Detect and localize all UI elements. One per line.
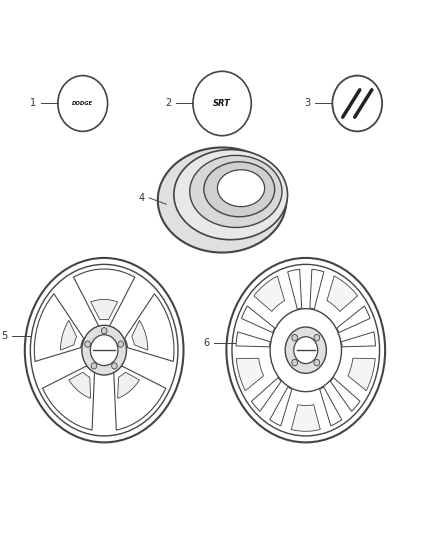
Ellipse shape [292, 359, 297, 366]
Polygon shape [74, 269, 135, 327]
Polygon shape [132, 320, 148, 350]
Polygon shape [337, 306, 370, 333]
Polygon shape [291, 405, 320, 431]
Ellipse shape [332, 76, 382, 131]
Ellipse shape [217, 170, 265, 207]
Polygon shape [251, 378, 281, 411]
Polygon shape [241, 306, 275, 333]
Text: 2: 2 [165, 99, 172, 109]
Text: 1: 1 [30, 99, 36, 109]
Polygon shape [69, 372, 91, 398]
Ellipse shape [101, 328, 107, 334]
Polygon shape [42, 366, 95, 430]
Polygon shape [34, 294, 84, 361]
Ellipse shape [270, 309, 342, 392]
Polygon shape [327, 276, 358, 311]
Ellipse shape [91, 363, 97, 369]
Polygon shape [114, 366, 166, 430]
Polygon shape [330, 378, 360, 411]
Polygon shape [310, 269, 324, 309]
Polygon shape [270, 387, 292, 426]
Ellipse shape [314, 335, 320, 341]
Ellipse shape [232, 264, 380, 436]
Ellipse shape [226, 258, 385, 442]
Polygon shape [320, 387, 342, 426]
Ellipse shape [85, 341, 90, 348]
Text: DODGE: DODGE [72, 101, 93, 106]
Polygon shape [348, 358, 375, 391]
Polygon shape [254, 276, 285, 311]
Ellipse shape [82, 325, 127, 375]
Ellipse shape [112, 363, 117, 369]
Polygon shape [237, 358, 264, 391]
Ellipse shape [58, 76, 108, 131]
Ellipse shape [314, 359, 320, 366]
Ellipse shape [30, 264, 178, 436]
Ellipse shape [90, 335, 118, 366]
Ellipse shape [118, 341, 124, 348]
Text: SRT: SRT [213, 99, 231, 108]
Ellipse shape [285, 327, 326, 373]
Ellipse shape [158, 148, 286, 253]
Polygon shape [124, 294, 174, 361]
Polygon shape [60, 320, 77, 350]
Polygon shape [288, 269, 302, 309]
Ellipse shape [174, 150, 287, 240]
Ellipse shape [294, 337, 318, 364]
Text: 3: 3 [305, 99, 311, 109]
Polygon shape [236, 332, 270, 347]
Polygon shape [91, 300, 118, 320]
Ellipse shape [204, 162, 275, 217]
Text: 4: 4 [139, 193, 145, 203]
Ellipse shape [190, 156, 282, 228]
Ellipse shape [25, 258, 184, 442]
Text: 6: 6 [203, 338, 209, 348]
Ellipse shape [292, 335, 297, 341]
Ellipse shape [193, 71, 251, 136]
Polygon shape [342, 332, 375, 347]
Polygon shape [118, 372, 139, 398]
Text: 5: 5 [1, 332, 7, 341]
